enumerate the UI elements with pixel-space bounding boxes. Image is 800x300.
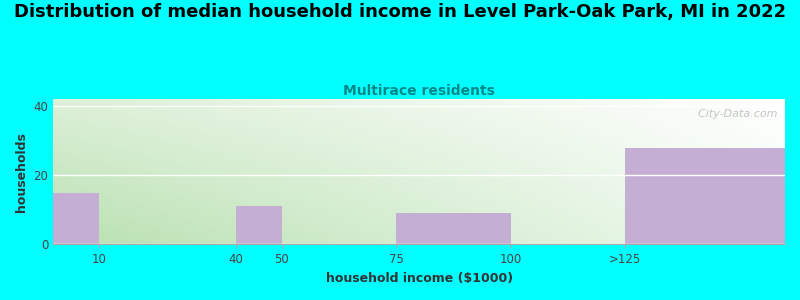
Text: Distribution of median household income in Level Park-Oak Park, MI in 2022: Distribution of median household income … — [14, 3, 786, 21]
Text: City-Data.com: City-Data.com — [691, 109, 778, 119]
Bar — [54, 193, 99, 244]
Bar — [236, 206, 282, 244]
X-axis label: household income ($1000): household income ($1000) — [326, 272, 513, 285]
Bar — [396, 213, 510, 244]
Y-axis label: households: households — [15, 132, 28, 212]
Bar — [625, 148, 785, 244]
Title: Multirace residents: Multirace residents — [343, 84, 495, 98]
